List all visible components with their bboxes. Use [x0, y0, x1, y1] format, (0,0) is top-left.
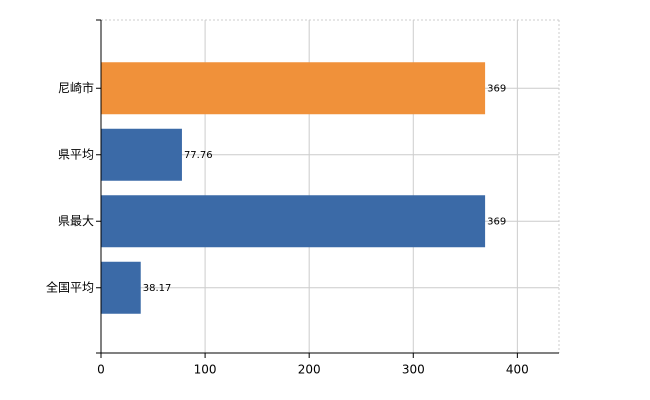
y-tick-label: 尼崎市 [58, 80, 94, 95]
bar [101, 261, 141, 314]
bar [101, 195, 486, 248]
x-tick-label: 200 [298, 363, 321, 377]
bar [101, 128, 182, 181]
x-tick-label: 100 [194, 363, 217, 377]
y-tick-label: 全国平均 [46, 279, 94, 294]
x-tick-label: 300 [402, 363, 425, 377]
x-tick-label: 0 [97, 363, 105, 377]
value-label: 77.76 [184, 150, 213, 161]
value-label: 369 [487, 83, 506, 94]
value-label: 369 [487, 216, 506, 227]
value-label: 38.17 [143, 283, 172, 294]
y-tick-label: 県平均 [58, 147, 94, 161]
x-tick-label: 400 [506, 363, 529, 377]
bar [101, 62, 486, 115]
y-tick-label: 県最大 [58, 214, 94, 228]
